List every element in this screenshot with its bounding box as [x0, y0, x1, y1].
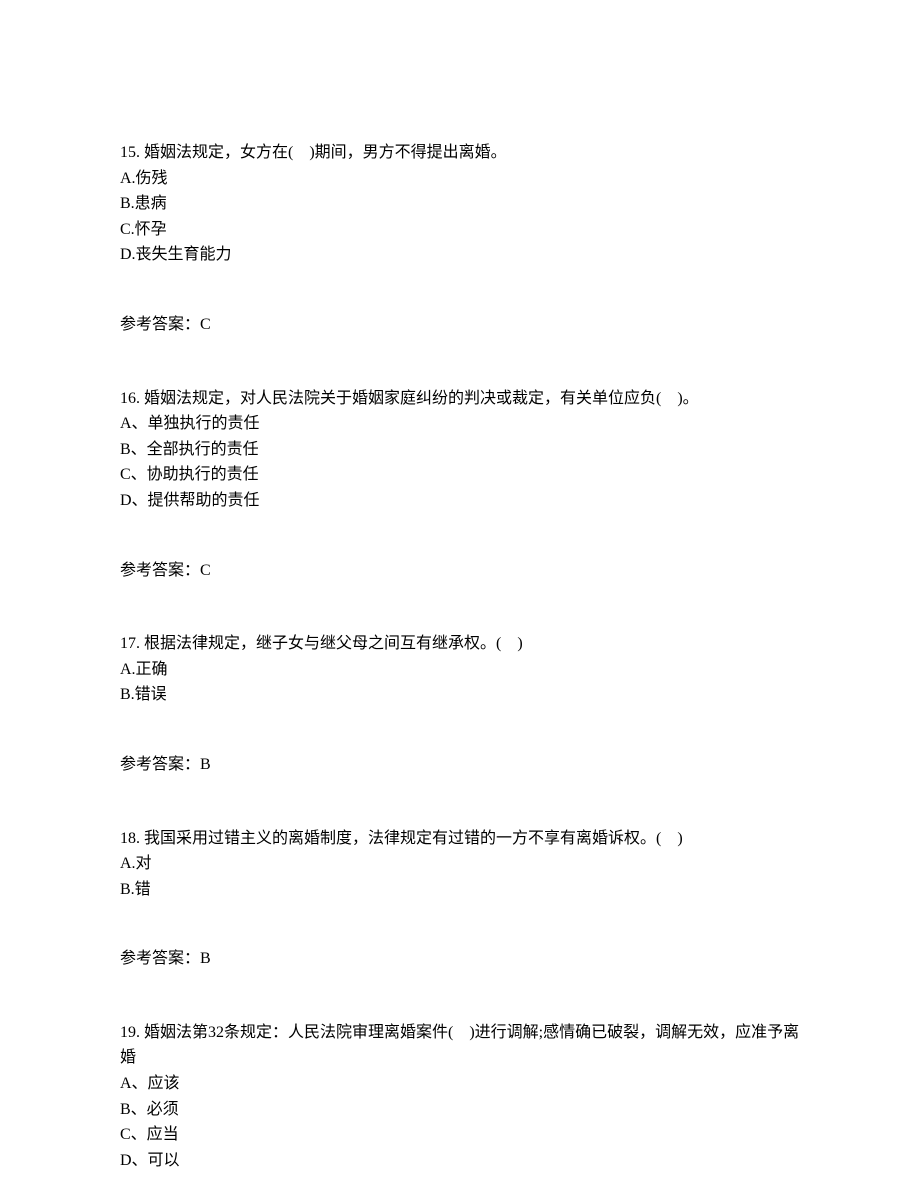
option-a: A.对 — [120, 851, 800, 877]
question-block-18: 18. 我国采用过错主义的离婚制度，法律规定有过错的一方不享有离婚诉权。( ) … — [120, 826, 800, 972]
question-number: 16. — [120, 390, 140, 407]
question-stem: 婚姻法规定，女方在( )期间，男方不得提出离婚。 — [144, 144, 507, 161]
question-text: 19. 婚姻法第32条规定：人民法院审理离婚案件( )进行调解;感情确已破裂，调… — [120, 1020, 800, 1071]
option-d: D、提供帮助的责任 — [120, 488, 800, 514]
question-stem: 我国采用过错主义的离婚制度，法律规定有过错的一方不享有离婚诉权。( ) — [144, 830, 683, 847]
option-d: D.丧失生育能力 — [120, 242, 800, 268]
question-stem: 婚姻法第32条规定：人民法院审理离婚案件( )进行调解;感情确已破裂，调解无效，… — [120, 1024, 799, 1067]
option-b: B、全部执行的责任 — [120, 437, 800, 463]
option-b: B.患病 — [120, 191, 800, 217]
question-block-16: 16. 婚姻法规定，对人民法院关于婚姻家庭纠纷的判决或裁定，有关单位应负( )。… — [120, 386, 800, 584]
question-number: 15. — [120, 144, 140, 161]
option-b: B、必须 — [120, 1097, 800, 1123]
option-d: D、可以 — [120, 1148, 800, 1174]
answer-label: 参考答案：B — [120, 752, 800, 778]
answer-label: 参考答案：C — [120, 558, 800, 584]
option-c: C、协助执行的责任 — [120, 462, 800, 488]
answer-label: 参考答案：C — [120, 312, 800, 338]
question-number: 17. — [120, 635, 140, 652]
question-block-17: 17. 根据法律规定，继子女与继父母之间互有继承权。( ) A.正确 B.错误 … — [120, 631, 800, 777]
question-text: 18. 我国采用过错主义的离婚制度，法律规定有过错的一方不享有离婚诉权。( ) — [120, 826, 800, 852]
question-stem: 根据法律规定，继子女与继父母之间互有继承权。( ) — [144, 635, 523, 652]
question-text: 16. 婚姻法规定，对人民法院关于婚姻家庭纠纷的判决或裁定，有关单位应负( )。 — [120, 386, 800, 412]
option-c: C、应当 — [120, 1122, 800, 1148]
option-a: A、应该 — [120, 1071, 800, 1097]
question-text: 17. 根据法律规定，继子女与继父母之间互有继承权。( ) — [120, 631, 800, 657]
option-a: A.正确 — [120, 657, 800, 683]
option-a: A、单独执行的责任 — [120, 411, 800, 437]
option-b: B.错 — [120, 877, 800, 903]
question-number: 19. — [120, 1024, 140, 1041]
question-stem: 婚姻法规定，对人民法院关于婚姻家庭纠纷的判决或裁定，有关单位应负( )。 — [144, 390, 699, 407]
option-a: A.伤残 — [120, 166, 800, 192]
answer-label: 参考答案：B — [120, 946, 800, 972]
question-number: 18. — [120, 830, 140, 847]
question-block-19: 19. 婚姻法第32条规定：人民法院审理离婚案件( )进行调解;感情确已破裂，调… — [120, 1020, 800, 1174]
question-text: 15. 婚姻法规定，女方在( )期间，男方不得提出离婚。 — [120, 140, 800, 166]
option-b: B.错误 — [120, 682, 800, 708]
question-block-15: 15. 婚姻法规定，女方在( )期间，男方不得提出离婚。 A.伤残 B.患病 C… — [120, 140, 800, 338]
option-c: C.怀孕 — [120, 217, 800, 243]
